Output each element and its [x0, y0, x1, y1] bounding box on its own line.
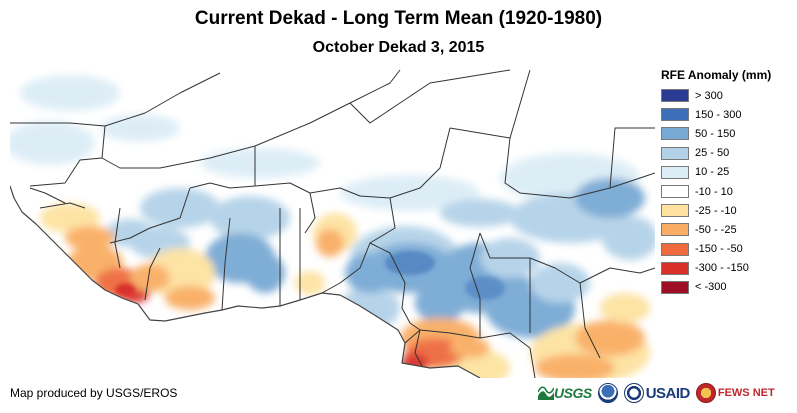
legend-swatch — [661, 185, 689, 199]
legend-item: -50 - -25 — [661, 220, 797, 239]
legend-swatch — [661, 89, 689, 103]
map-subtitle: October Dekad 3, 2015 — [312, 39, 485, 56]
legend-label: 25 - 50 — [695, 147, 730, 160]
map-credit: Map produced by USGS/EROS — [10, 386, 178, 400]
legend-item: -150 - -50 — [661, 240, 797, 259]
legend-swatch — [661, 204, 689, 218]
usgs-wave-icon — [538, 386, 554, 400]
legend-swatch — [661, 108, 689, 122]
legend-swatch — [661, 127, 689, 141]
fews-wordmark: FEWS NET — [717, 387, 775, 399]
legend-item: 50 - 150 — [661, 124, 797, 143]
map-title: Current Dekad - Long Term Mean (1920-198… — [194, 8, 603, 29]
legend-label: -25 - -10 — [695, 204, 737, 217]
legend-swatch — [661, 261, 689, 275]
legend-item: -300 - -150 — [661, 259, 797, 278]
legend-item: < -300 — [661, 278, 797, 297]
legend-item: > 300 — [661, 86, 797, 105]
legend-swatch — [661, 242, 689, 256]
partner-logos: USGS USAID FEWS NET — [538, 378, 781, 408]
legend-label: -300 - -150 — [695, 262, 749, 275]
legend-item: -25 - -10 — [661, 201, 797, 220]
fews-net-logo: FEWS NET — [695, 383, 775, 403]
legend-item: -10 - 10 — [661, 182, 797, 201]
noaa-seal-icon — [597, 383, 618, 403]
legend-swatch — [661, 165, 689, 179]
legend-swatch — [661, 280, 689, 294]
usaid-logo: USAID — [623, 383, 691, 403]
legend-title: RFE Anomaly (mm) — [661, 68, 772, 82]
legend-label: > 300 — [695, 89, 723, 102]
legend-label: 10 - 25 — [695, 166, 730, 179]
noaa-logo — [597, 383, 618, 403]
legend-item: 10 - 25 — [661, 163, 797, 182]
legend: RFE Anomaly (mm) > 300 150 - 300 50 - 150 2… — [661, 68, 797, 297]
fews-seal-icon — [695, 383, 716, 403]
usgs-logo: USGS — [538, 385, 592, 401]
legend-label: -50 - -25 — [695, 223, 737, 236]
map-canvas — [10, 69, 655, 378]
legend-item: 25 - 50 — [661, 144, 797, 163]
legend-swatch — [661, 146, 689, 160]
usgs-wordmark: USGS — [554, 385, 592, 401]
legend-label: 50 - 150 — [695, 127, 736, 140]
legend-swatch — [661, 223, 689, 237]
country-borders — [10, 69, 655, 378]
legend-label: 150 - 300 — [695, 108, 742, 121]
legend-label: -10 - 10 — [695, 185, 733, 198]
legend-rows: > 300 150 - 300 50 - 150 25 - 50 10 - 25 -10 … — [661, 86, 797, 297]
rainfall-anomaly-map — [10, 68, 655, 378]
legend-label: -150 - -50 — [695, 243, 743, 256]
legend-item: 150 - 300 — [661, 105, 797, 124]
usaid-seal-icon — [623, 383, 644, 403]
usaid-wordmark: USAID — [645, 384, 691, 402]
legend-label: < -300 — [695, 281, 727, 294]
